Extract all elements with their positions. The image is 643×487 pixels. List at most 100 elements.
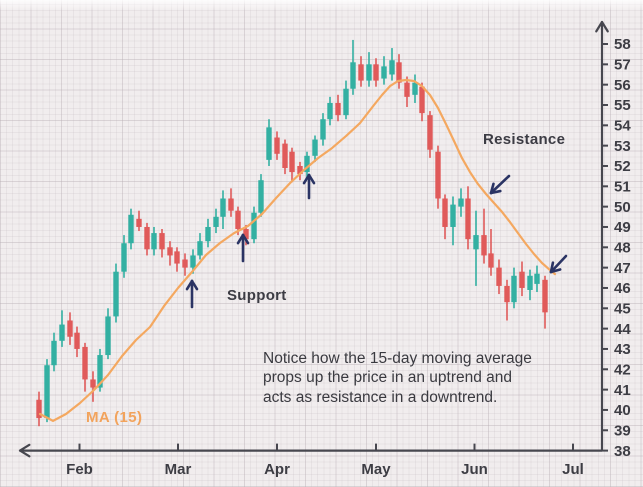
y-axis-arrowhead: [595, 20, 604, 33]
candle-body: [82, 346, 88, 380]
ma-curve: [38, 78, 557, 422]
candle-body: [511, 275, 517, 303]
y-tick-label: 47: [614, 260, 631, 277]
candle-body: [350, 62, 356, 89]
candle-body: [59, 324, 65, 341]
y-tick-label: 42: [614, 361, 631, 378]
x-tick-label: Apr: [264, 461, 290, 478]
candle-body: [373, 64, 379, 81]
support-arrow-head: [190, 279, 199, 291]
candle-body: [113, 271, 119, 317]
candle-body: [381, 66, 387, 79]
candles: [36, 39, 548, 427]
y-tick-label: 48: [614, 240, 631, 257]
candle-body: [404, 82, 410, 97]
candle-body: [534, 273, 540, 284]
candle-body: [435, 151, 441, 199]
candle-body: [297, 165, 303, 175]
candle-body: [220, 198, 226, 217]
y-tick-label: 45: [614, 300, 631, 317]
annotation-arrows: [185, 173, 568, 309]
y-tick-label: 56: [614, 77, 631, 94]
x-axis-arrowhead: [18, 449, 31, 458]
candle-body: [36, 399, 42, 419]
candle-body: [412, 82, 418, 95]
notice-line: Notice how the 15-day moving average: [263, 350, 532, 367]
resistance-label: Resistance: [483, 131, 566, 148]
candle-body: [473, 235, 479, 250]
resistance-arrow: [489, 174, 511, 195]
candle-body: [258, 180, 264, 213]
y-tick-label: 44: [614, 321, 631, 338]
x-tick-label: Jun: [461, 461, 488, 478]
candle-body: [427, 115, 433, 150]
candle-body: [97, 355, 103, 388]
candle-body: [74, 332, 80, 349]
candle-body: [90, 379, 96, 388]
x-tick-label: Feb: [66, 461, 93, 478]
candle-body: [266, 127, 272, 160]
candle-body: [542, 279, 548, 313]
y-tick-label: 54: [614, 118, 631, 135]
resistance-arrow-head: [489, 189, 502, 195]
y-tick-label: 50: [614, 199, 631, 216]
y-tick-label: 55: [614, 97, 631, 114]
candle-body: [205, 226, 211, 242]
candle-body: [174, 251, 180, 264]
candle-body: [389, 60, 395, 75]
ma-line: [38, 78, 557, 422]
support-label: Support: [227, 287, 287, 304]
candle-body: [128, 214, 134, 244]
y-tick-label: 43: [614, 341, 631, 358]
candle-body: [167, 247, 173, 256]
x-tick-label: Mar: [165, 461, 192, 478]
candle-body: [213, 216, 219, 227]
y-tick-label: 39: [614, 422, 631, 439]
y-tick-label: 53: [614, 138, 631, 155]
candle-body: [465, 198, 471, 240]
candle-body: [67, 320, 73, 337]
candle-body: [136, 218, 142, 227]
candle-body: [190, 255, 196, 268]
x-axis-arrowhead: [18, 443, 31, 452]
y-tick-label: 51: [614, 179, 631, 196]
candle-body: [327, 102, 333, 120]
candle-body: [51, 340, 57, 366]
candle-body: [343, 88, 349, 116]
candle-body: [396, 62, 402, 83]
candle-body: [304, 155, 310, 173]
y-tick-label: 49: [614, 219, 631, 236]
axes: Feb Mar Apr May Jun Jul 38 39 40 41 42 43 44 45 46 47 48…: [18, 20, 631, 478]
support-arrow-head: [241, 233, 250, 245]
candle-body: [251, 212, 257, 240]
candle-body: [458, 198, 464, 207]
resistance-arrow-head: [549, 261, 555, 274]
y-tick-label: 41: [614, 382, 631, 399]
candle-body: [320, 119, 326, 140]
y-tick-label: 38: [614, 443, 631, 460]
candle-body: [289, 151, 295, 173]
candle-body: [159, 233, 165, 250]
ma-label: MA (15): [86, 409, 143, 426]
candle-body: [419, 86, 425, 114]
candle-body: [527, 275, 533, 290]
resistance-arrow-head: [549, 268, 562, 274]
support-arrow-head: [236, 233, 245, 245]
candle-body: [274, 137, 280, 154]
candle-body: [366, 64, 372, 81]
support-arrow-head: [302, 173, 311, 185]
candle-body: [496, 267, 502, 286]
candle-body: [151, 233, 157, 250]
y-axis-arrowhead: [600, 20, 609, 33]
candle-body: [504, 285, 510, 303]
candle-body: [335, 102, 341, 116]
notice-line: acts as resistance in a downtrend.: [263, 388, 498, 406]
candle-body: [121, 243, 127, 272]
candle-body: [182, 259, 188, 268]
y-tick-label: 52: [614, 158, 631, 175]
candle-body: [243, 229, 249, 240]
y-tick-label: 58: [614, 36, 631, 53]
candle-body: [105, 316, 111, 356]
